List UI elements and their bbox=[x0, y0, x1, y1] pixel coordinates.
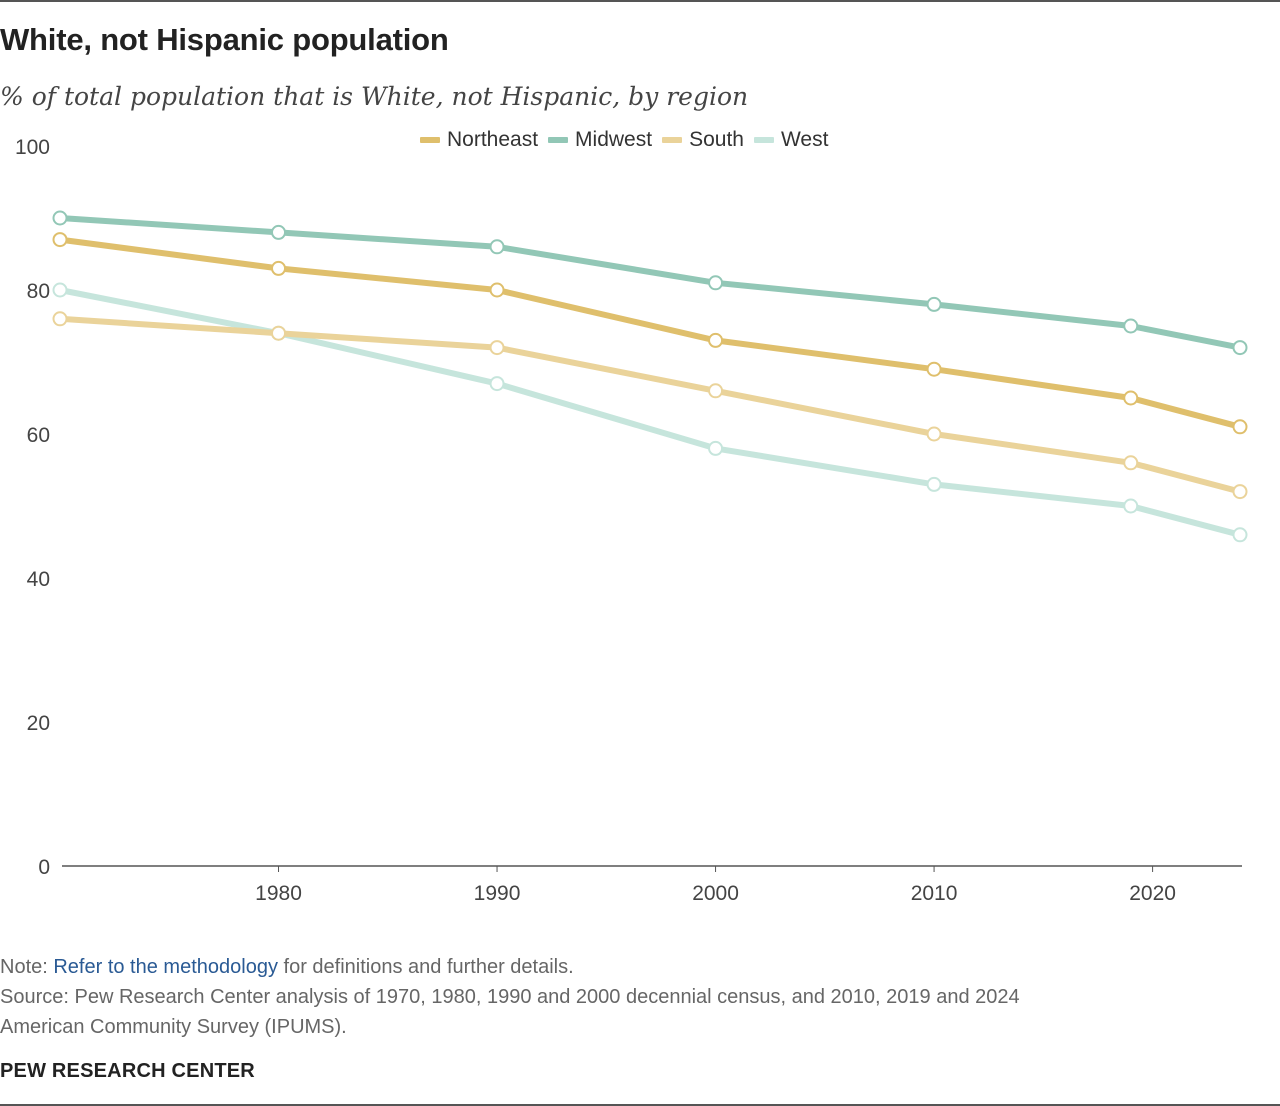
y-tick-label-100: 100 bbox=[15, 136, 50, 159]
note-prefix: Note: bbox=[0, 956, 54, 978]
chart-title: White, not Hispanic population bbox=[0, 22, 449, 57]
legend-swatch-northeast bbox=[420, 137, 440, 143]
point-northeast-2024 bbox=[1232, 419, 1248, 435]
point-midwest-2019 bbox=[1123, 318, 1139, 334]
legend-swatch-south bbox=[662, 137, 683, 143]
legend-item-west: West bbox=[753, 128, 829, 152]
top-rule bbox=[0, 0, 1280, 2]
x-tick-label-2000: 2000 bbox=[692, 882, 739, 905]
point-midwest-1980 bbox=[271, 224, 287, 240]
point-northeast-2019 bbox=[1123, 390, 1139, 406]
point-midwest-2024 bbox=[1232, 340, 1248, 356]
line-chart: 0 20 40 60 80 100 1980 1990 2000 2010 2020 bbox=[15, 136, 1248, 905]
note-suffix: for definitions and further details. bbox=[277, 956, 574, 978]
series-layer bbox=[52, 210, 1248, 543]
y-axis-ticks: 0 20 40 60 80 100 bbox=[15, 136, 50, 879]
point-midwest-1990 bbox=[489, 239, 505, 255]
y-tick-label-0: 0 bbox=[38, 856, 50, 879]
legend-item-midwest: Midwest bbox=[548, 128, 652, 152]
methodology-link[interactable]: Refer to the methodology bbox=[53, 956, 278, 978]
legend-swatch-midwest bbox=[548, 137, 569, 143]
series-midwest bbox=[52, 210, 1248, 356]
point-south-1990 bbox=[489, 340, 505, 356]
legend-label-west: West bbox=[780, 128, 829, 151]
source-line-2: American Community Survey (IPUMS). bbox=[0, 1016, 347, 1038]
point-west-2000 bbox=[708, 440, 724, 456]
point-northeast-2000 bbox=[708, 332, 724, 348]
series-northeast bbox=[52, 232, 1248, 435]
point-northeast-1990 bbox=[489, 282, 505, 298]
x-axis-ticks: 1980 1990 2000 2010 2020 bbox=[255, 866, 1176, 905]
x-tick-label-1990: 1990 bbox=[474, 882, 521, 905]
legend-label-northeast: Northeast bbox=[447, 128, 539, 151]
y-tick-label-20: 20 bbox=[27, 712, 50, 735]
legend-swatch-west bbox=[753, 137, 774, 143]
point-midwest-2010 bbox=[926, 296, 942, 312]
legend-label-midwest: Midwest bbox=[575, 128, 653, 151]
legend: Northeast Midwest South West bbox=[420, 128, 838, 152]
point-south-1970 bbox=[52, 311, 68, 327]
legend-item-south: South bbox=[662, 128, 744, 152]
point-northeast-1970 bbox=[52, 232, 68, 248]
point-south-1980 bbox=[271, 325, 287, 341]
point-south-2019 bbox=[1123, 455, 1139, 471]
chart-subtitle: % of total population that is White, not… bbox=[0, 82, 749, 111]
series-line-south bbox=[57, 315, 1243, 495]
legend-item-northeast: Northeast bbox=[420, 128, 538, 152]
series-south bbox=[52, 311, 1248, 500]
point-midwest-1970 bbox=[52, 210, 68, 226]
point-west-1970 bbox=[52, 282, 68, 298]
point-south-2010 bbox=[926, 426, 942, 442]
point-west-2019 bbox=[1123, 498, 1139, 514]
series-west bbox=[52, 282, 1248, 543]
x-tick-label-1980: 1980 bbox=[255, 882, 302, 905]
note-line: Note: Refer to the methodology for defin… bbox=[0, 952, 1020, 982]
point-northeast-1980 bbox=[271, 260, 287, 276]
x-tick-label-2020: 2020 bbox=[1129, 882, 1176, 905]
x-tick-label-2010: 2010 bbox=[911, 882, 958, 905]
y-tick-label-80: 80 bbox=[27, 280, 50, 303]
point-northeast-2010 bbox=[926, 361, 942, 377]
point-south-2000 bbox=[708, 383, 724, 399]
point-west-1990 bbox=[489, 376, 505, 392]
y-tick-label-40: 40 bbox=[27, 568, 50, 591]
y-tick-label-60: 60 bbox=[27, 424, 50, 447]
point-midwest-2000 bbox=[708, 275, 724, 291]
point-west-2010 bbox=[926, 476, 942, 492]
legend-label-south: South bbox=[689, 128, 744, 151]
footnotes: Note: Refer to the methodology for defin… bbox=[0, 952, 1020, 1042]
brand-logo-text: PEW RESEARCH CENTER bbox=[0, 1060, 255, 1082]
bottom-rule bbox=[0, 1104, 1280, 1106]
point-south-2024 bbox=[1232, 484, 1248, 500]
source-line-1: Source: Pew Research Center analysis of … bbox=[0, 986, 1020, 1008]
point-west-2024 bbox=[1232, 527, 1248, 543]
